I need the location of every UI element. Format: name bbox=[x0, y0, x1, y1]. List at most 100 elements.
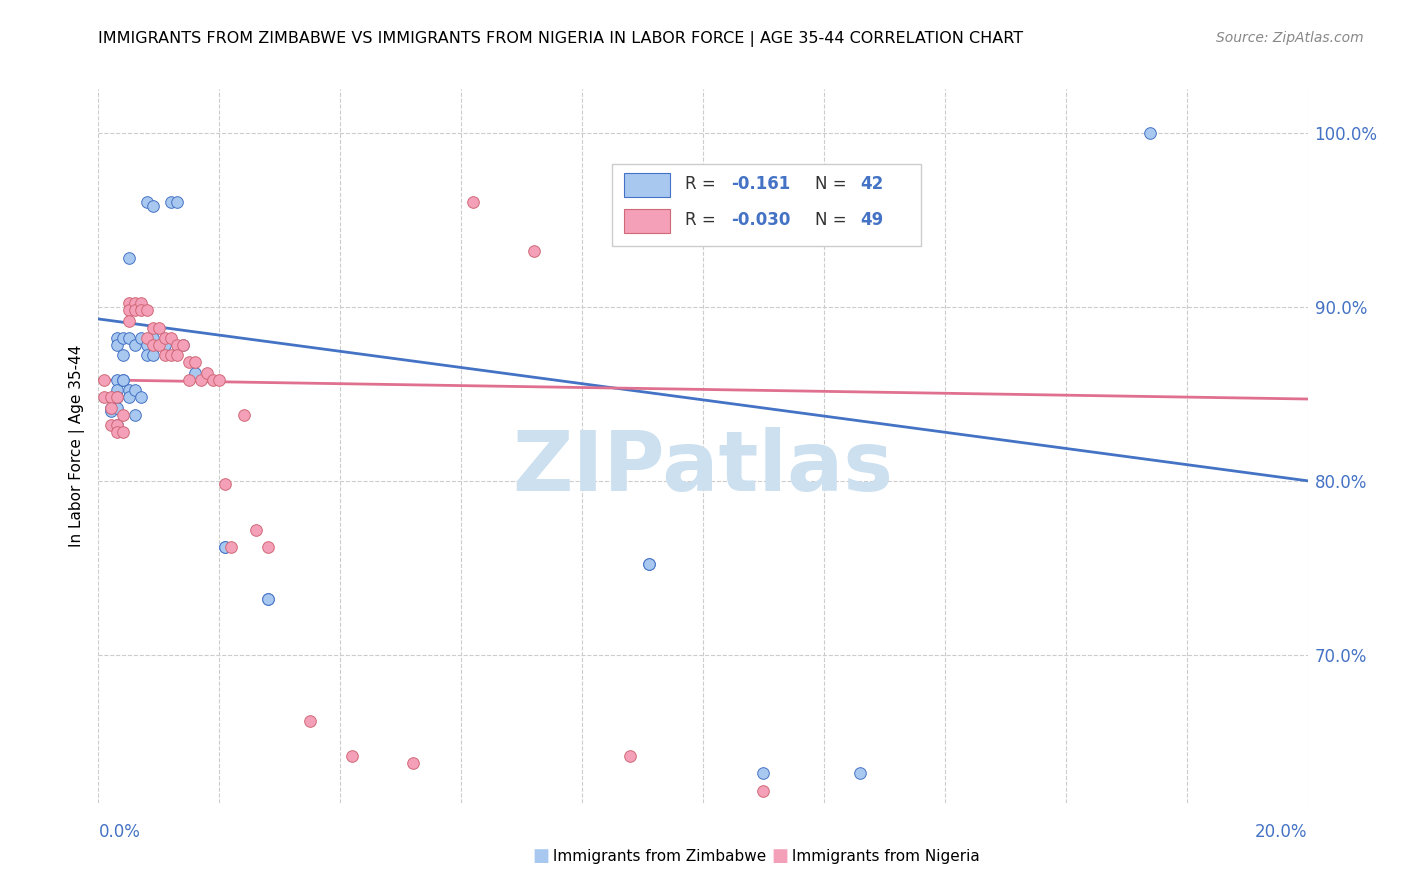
Text: 49: 49 bbox=[860, 211, 883, 228]
Text: ZIPatlas: ZIPatlas bbox=[513, 427, 893, 508]
Point bbox=[118, 390, 141, 404]
Point bbox=[105, 373, 128, 387]
Text: Source: ZipAtlas.com: Source: ZipAtlas.com bbox=[1216, 31, 1364, 45]
Point bbox=[142, 199, 165, 213]
Point bbox=[160, 195, 183, 210]
Point bbox=[160, 349, 183, 363]
FancyBboxPatch shape bbox=[613, 164, 921, 246]
Point bbox=[1139, 126, 1161, 140]
Point bbox=[105, 331, 128, 345]
Point bbox=[299, 714, 322, 728]
Point bbox=[214, 477, 236, 491]
Point bbox=[105, 418, 128, 433]
FancyBboxPatch shape bbox=[624, 173, 671, 197]
Point bbox=[129, 303, 152, 318]
Point bbox=[111, 373, 134, 387]
Point bbox=[637, 558, 659, 572]
Point bbox=[118, 303, 141, 318]
Point bbox=[142, 320, 165, 334]
Point bbox=[118, 314, 141, 328]
Point bbox=[172, 338, 194, 352]
Point bbox=[124, 296, 146, 310]
Point bbox=[93, 390, 115, 404]
Text: -0.030: -0.030 bbox=[731, 211, 790, 228]
Point bbox=[214, 540, 236, 554]
Point bbox=[637, 558, 659, 572]
Point bbox=[142, 349, 165, 363]
Point bbox=[124, 303, 146, 318]
Text: IMMIGRANTS FROM ZIMBABWE VS IMMIGRANTS FROM NIGERIA IN LABOR FORCE | AGE 35-44 C: IMMIGRANTS FROM ZIMBABWE VS IMMIGRANTS F… bbox=[98, 31, 1024, 47]
Text: 20.0%: 20.0% bbox=[1256, 822, 1308, 840]
Text: R =: R = bbox=[685, 175, 721, 193]
Point bbox=[124, 338, 146, 352]
Point bbox=[111, 373, 134, 387]
Point bbox=[463, 195, 485, 210]
Point bbox=[124, 408, 146, 422]
Point bbox=[142, 331, 165, 345]
Point bbox=[202, 373, 225, 387]
Point bbox=[232, 408, 254, 422]
Point bbox=[523, 244, 546, 258]
Point bbox=[148, 338, 170, 352]
Point bbox=[256, 540, 278, 554]
Point bbox=[208, 373, 231, 387]
Point bbox=[153, 331, 176, 345]
Point bbox=[118, 296, 141, 310]
Point bbox=[256, 592, 278, 607]
Point bbox=[184, 366, 207, 380]
Point bbox=[118, 251, 141, 265]
Point bbox=[153, 349, 176, 363]
Point bbox=[129, 390, 152, 404]
Point bbox=[849, 766, 872, 780]
Point bbox=[619, 748, 641, 763]
Point bbox=[118, 384, 141, 398]
Point bbox=[221, 540, 243, 554]
Point bbox=[166, 338, 188, 352]
Point bbox=[111, 331, 134, 345]
Text: R =: R = bbox=[685, 211, 721, 228]
Point bbox=[342, 748, 364, 763]
Point bbox=[172, 338, 194, 352]
Point bbox=[105, 401, 128, 415]
Point bbox=[124, 384, 146, 398]
Point bbox=[179, 373, 201, 387]
Point bbox=[129, 296, 152, 310]
Point bbox=[256, 592, 278, 607]
Text: N =: N = bbox=[815, 175, 852, 193]
Point bbox=[111, 349, 134, 363]
Point bbox=[135, 338, 157, 352]
Point bbox=[129, 331, 152, 345]
Point bbox=[100, 390, 122, 404]
Text: N =: N = bbox=[815, 211, 852, 228]
Point bbox=[148, 320, 170, 334]
Point bbox=[100, 401, 122, 415]
Text: Immigrants from Nigeria: Immigrants from Nigeria bbox=[787, 849, 980, 863]
Point bbox=[166, 349, 188, 363]
Point bbox=[111, 408, 134, 422]
Point bbox=[100, 418, 122, 433]
Point bbox=[135, 349, 157, 363]
Point bbox=[100, 401, 122, 415]
Point bbox=[179, 355, 201, 369]
Point bbox=[153, 338, 176, 352]
Point bbox=[135, 303, 157, 318]
Point bbox=[160, 331, 183, 345]
Point bbox=[105, 425, 128, 439]
Point bbox=[105, 338, 128, 352]
Point bbox=[105, 384, 128, 398]
Text: -0.161: -0.161 bbox=[731, 175, 790, 193]
Text: Immigrants from Zimbabwe: Immigrants from Zimbabwe bbox=[548, 849, 766, 863]
Point bbox=[752, 783, 775, 797]
Point bbox=[245, 523, 267, 537]
Point bbox=[214, 540, 236, 554]
Y-axis label: In Labor Force | Age 35-44: In Labor Force | Age 35-44 bbox=[69, 345, 86, 547]
Point bbox=[93, 373, 115, 387]
Text: ■: ■ bbox=[772, 847, 789, 865]
Point bbox=[195, 366, 218, 380]
Point bbox=[105, 390, 128, 404]
Text: 0.0%: 0.0% bbox=[98, 822, 141, 840]
Text: 42: 42 bbox=[860, 175, 883, 193]
Point bbox=[111, 425, 134, 439]
Point bbox=[184, 355, 207, 369]
Point bbox=[100, 404, 122, 418]
